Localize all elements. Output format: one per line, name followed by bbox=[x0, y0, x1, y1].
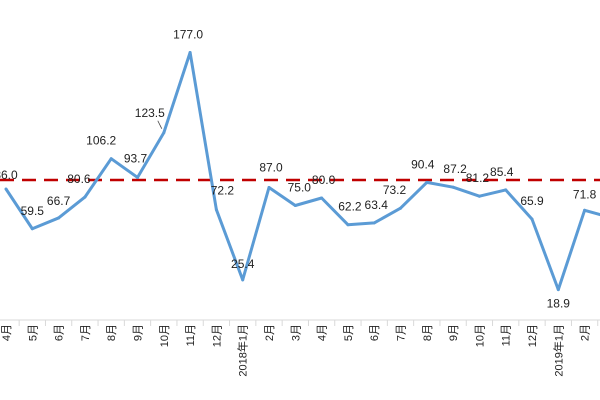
data-point bbox=[530, 217, 534, 221]
x-tick-label: 2月 bbox=[264, 324, 276, 341]
x-tick-label: 6月 bbox=[369, 324, 381, 341]
x-tick-label: 3月 bbox=[290, 324, 302, 341]
data-point bbox=[583, 208, 587, 212]
data-point bbox=[293, 204, 297, 207]
label-leader-line bbox=[157, 120, 163, 129]
data-point bbox=[267, 186, 271, 189]
data-label: 90.4 bbox=[411, 157, 435, 171]
data-point bbox=[241, 278, 245, 282]
data-label: 72.2 bbox=[211, 184, 235, 198]
data-point bbox=[451, 185, 455, 189]
x-tick-label: 2月 bbox=[580, 324, 592, 341]
x-tick-label: 5月 bbox=[27, 324, 39, 341]
x-tick-label: 8月 bbox=[106, 324, 118, 341]
data-label: 85.4 bbox=[490, 165, 514, 179]
x-tick-label: 2019年1月 bbox=[551, 324, 565, 377]
data-label: 62.2 bbox=[338, 200, 362, 214]
data-point bbox=[162, 131, 166, 135]
data-point bbox=[83, 195, 87, 199]
x-tick-label: 10月 bbox=[474, 324, 486, 347]
data-label: 66.7 bbox=[47, 194, 71, 208]
data-label: 177.0 bbox=[173, 28, 203, 42]
data-label: 93.7 bbox=[124, 151, 148, 165]
data-label: 86.0 bbox=[0, 168, 18, 182]
data-point bbox=[214, 208, 218, 212]
data-point bbox=[399, 206, 402, 210]
x-tick-label: 12月 bbox=[527, 324, 539, 347]
data-label: 25.4 bbox=[231, 257, 255, 271]
x-tick-label: 9月 bbox=[448, 324, 460, 341]
data-label: 123.5 bbox=[135, 106, 165, 120]
x-tick-label: 8月 bbox=[422, 324, 434, 341]
x-tick-label: 10月 bbox=[159, 324, 171, 347]
data-label: 81.2 bbox=[466, 171, 490, 185]
data-point bbox=[30, 227, 34, 231]
x-tick-label: 11月 bbox=[501, 324, 513, 346]
x-tick-label: 5月 bbox=[343, 324, 355, 341]
x-tick-label: 11月 bbox=[185, 324, 197, 346]
data-point bbox=[556, 288, 560, 292]
data-point bbox=[109, 157, 113, 161]
data-point bbox=[188, 51, 192, 54]
data-point bbox=[425, 180, 429, 184]
x-tick-label: 7月 bbox=[80, 324, 92, 341]
data-label: 87.0 bbox=[259, 161, 283, 175]
data-label: 18.9 bbox=[547, 297, 571, 311]
x-tick-label: 12月 bbox=[211, 324, 223, 347]
data-point bbox=[477, 194, 481, 198]
data-point bbox=[4, 187, 8, 191]
data-point bbox=[136, 175, 139, 179]
data-label: 71.8 bbox=[573, 187, 597, 201]
x-tick-label: 2018年1月 bbox=[236, 324, 250, 377]
x-tick-label: 6月 bbox=[54, 324, 66, 341]
data-point bbox=[57, 216, 61, 220]
data-label: 75.0 bbox=[288, 181, 312, 195]
x-tick-label: 7月 bbox=[396, 324, 408, 341]
data-label: 73.2 bbox=[383, 183, 407, 197]
data-label: 80.6 bbox=[67, 172, 91, 186]
data-point bbox=[346, 223, 350, 227]
data-point bbox=[372, 221, 376, 225]
x-tick-label: 4月 bbox=[317, 324, 329, 341]
data-point bbox=[320, 196, 324, 200]
data-label: 106.2 bbox=[86, 134, 116, 148]
data-label: 87.2 bbox=[443, 162, 467, 176]
x-tick-label: 9月 bbox=[133, 324, 145, 341]
x-tick-label: 4月 bbox=[1, 324, 13, 341]
data-label: 80.0 bbox=[312, 173, 336, 187]
data-label: 59.5 bbox=[21, 204, 45, 218]
series-line bbox=[4, 51, 600, 292]
data-label: 65.9 bbox=[520, 194, 544, 208]
data-label: 63.4 bbox=[365, 198, 389, 212]
data-point bbox=[504, 188, 508, 192]
